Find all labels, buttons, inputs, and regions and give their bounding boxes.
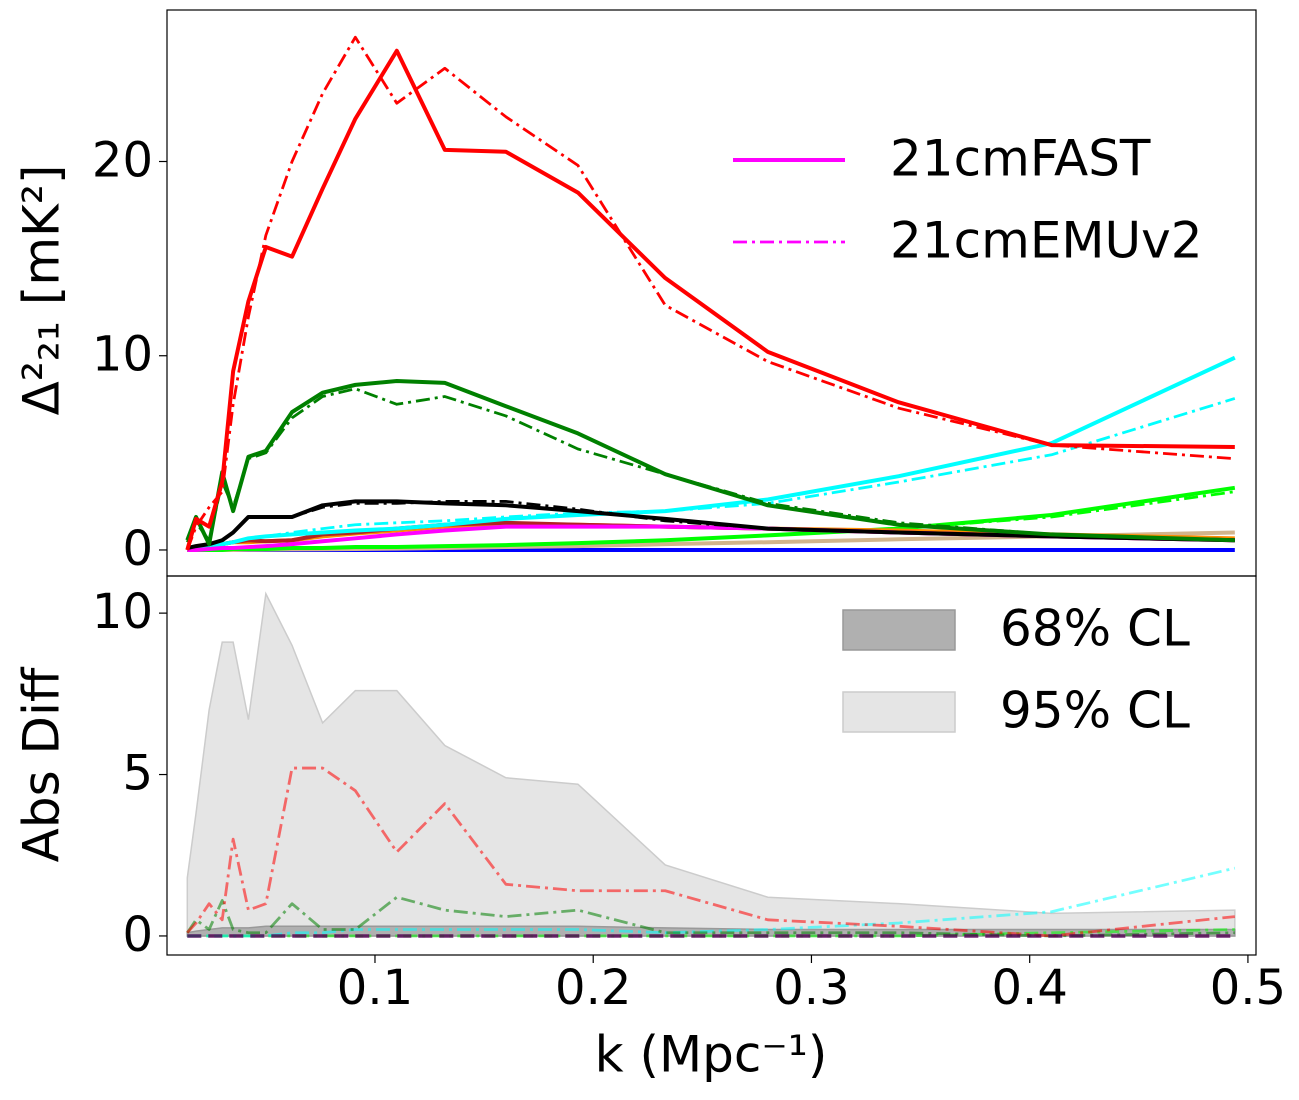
y-axis-label: Abs Diff	[13, 666, 71, 862]
axes-frame	[166, 575, 1257, 956]
legend-label: 21cmFAST	[890, 130, 1151, 188]
axes-frame	[166, 9, 1257, 577]
legend-label: 95% CL	[1000, 682, 1190, 740]
series-line	[186, 766, 1235, 938]
y-tick-label: 10	[92, 327, 153, 383]
legend-label: 68% CL	[1000, 600, 1190, 658]
x-axis-label: k (Mpc⁻¹)	[595, 1026, 828, 1084]
legend-swatch	[842, 691, 956, 733]
y-tick-label: 0	[122, 521, 153, 577]
legend-label: 21cmEMUv2	[890, 212, 1203, 270]
y-tick-label: 10	[92, 584, 153, 640]
x-tick-label: 0.1	[337, 960, 413, 1016]
y-tick-label: 5	[122, 746, 153, 802]
y-tick-label: 0	[122, 907, 153, 963]
panel	[186, 591, 1236, 938]
series-line	[186, 895, 1235, 938]
x-tick-label: 0.2	[555, 960, 631, 1016]
series-line	[185, 35, 1235, 551]
legend-swatch	[842, 609, 956, 651]
series-line	[186, 397, 1236, 552]
x-tick-label: 0.5	[1210, 960, 1286, 1016]
panel	[185, 35, 1236, 552]
series-line	[186, 500, 1235, 550]
x-tick-label: 0.3	[773, 960, 849, 1016]
series-line	[185, 48, 1235, 551]
series-line	[185, 378, 1235, 547]
plot-area: 0 10 20 Δ²₂₁ [mK²] 21cmFAST 21cmEMUv2 0 5 10 0.1 0…	[13, 9, 1286, 1084]
y-axis-label: Δ²₂₁ [mK²]	[13, 165, 71, 416]
y-tick-label: 20	[92, 133, 153, 189]
x-tick-label: 0.4	[992, 960, 1068, 1016]
series-line	[186, 387, 1235, 543]
